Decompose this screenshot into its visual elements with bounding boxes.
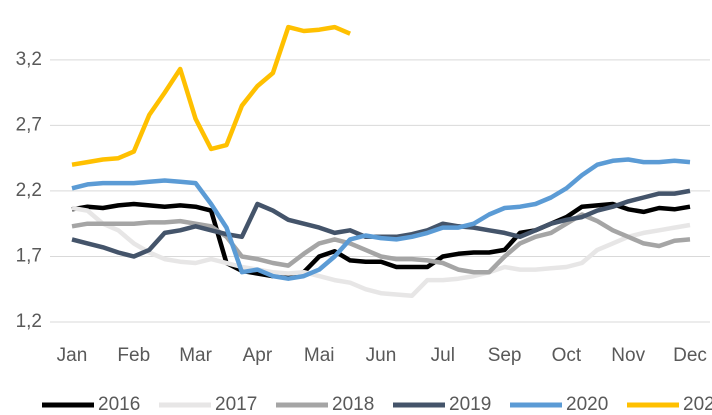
x-tick-label: Nov bbox=[611, 345, 645, 366]
legend-label: 2021 bbox=[683, 394, 712, 415]
series-line bbox=[71, 24, 351, 167]
x-tick-label: Jun bbox=[366, 345, 397, 366]
series-line bbox=[71, 205, 691, 299]
legend-label: 2019 bbox=[449, 394, 491, 415]
series-line bbox=[71, 157, 691, 281]
y-tick-label: 2,7 bbox=[16, 114, 42, 135]
y-tick-label: 1,2 bbox=[16, 311, 42, 332]
x-tick-label: Mai bbox=[304, 345, 335, 366]
x-tick-label: Dec bbox=[673, 345, 707, 366]
x-tick-label: Apr bbox=[243, 345, 273, 366]
y-tick-label: 2,2 bbox=[16, 180, 42, 201]
series-line bbox=[71, 201, 691, 279]
x-tick-label: Sep bbox=[488, 345, 522, 366]
legend-label: 2020 bbox=[566, 394, 608, 415]
x-tick-label: Jan bbox=[57, 345, 88, 366]
x-tick-label: Mar bbox=[179, 345, 212, 366]
y-tick-label: 1,7 bbox=[16, 245, 42, 266]
x-tick-label: Jul bbox=[431, 345, 455, 366]
legend-label: 2018 bbox=[332, 394, 374, 415]
legend-label: 2017 bbox=[215, 394, 257, 415]
y-tick-label: 3,2 bbox=[16, 49, 42, 70]
legend-label: 2016 bbox=[98, 394, 140, 415]
x-tick-label: Oct bbox=[552, 345, 582, 366]
x-tick-label: Feb bbox=[117, 345, 150, 366]
